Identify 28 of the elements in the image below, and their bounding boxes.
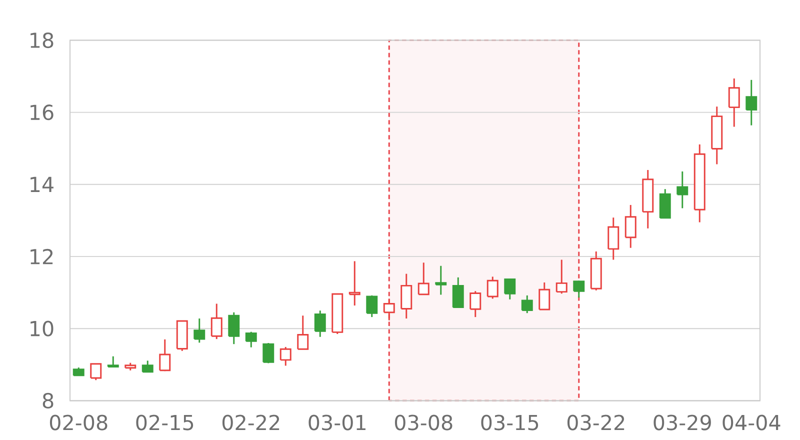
y-tick-label: 12 <box>30 248 53 264</box>
x-tick-label: 02-15 <box>136 414 194 430</box>
x-tick-label: 03-15 <box>481 414 538 430</box>
candlestick <box>470 290 482 318</box>
y-tick-label: 8 <box>42 392 54 408</box>
x-tick-label: 03-22 <box>567 414 624 430</box>
candlestick <box>746 79 758 126</box>
x-tick-label: 03-01 <box>308 414 366 430</box>
x-tick-label: 03-08 <box>394 414 452 430</box>
y-tick-label: 18 <box>30 32 54 48</box>
candlestick <box>642 169 654 230</box>
candlestick <box>728 78 740 128</box>
candlestick <box>435 265 447 296</box>
candlestick <box>348 260 360 306</box>
x-tick-label: 04-04 <box>722 414 780 430</box>
candlestick <box>245 331 257 348</box>
y-tick-label: 14 <box>30 176 54 192</box>
y-tick-label: 10 <box>30 320 54 336</box>
candlestick <box>624 204 636 249</box>
candlestick <box>676 170 688 209</box>
x-tick-label: 03-29 <box>654 414 711 430</box>
x-tick-label: 02-22 <box>222 414 280 430</box>
y-tick-label: 16 <box>30 104 54 120</box>
candlestick <box>711 106 723 165</box>
candlestick <box>694 144 706 224</box>
x-tick-label: 02-08 <box>50 414 108 430</box>
candlestick <box>400 273 412 320</box>
candlestick <box>608 216 620 260</box>
